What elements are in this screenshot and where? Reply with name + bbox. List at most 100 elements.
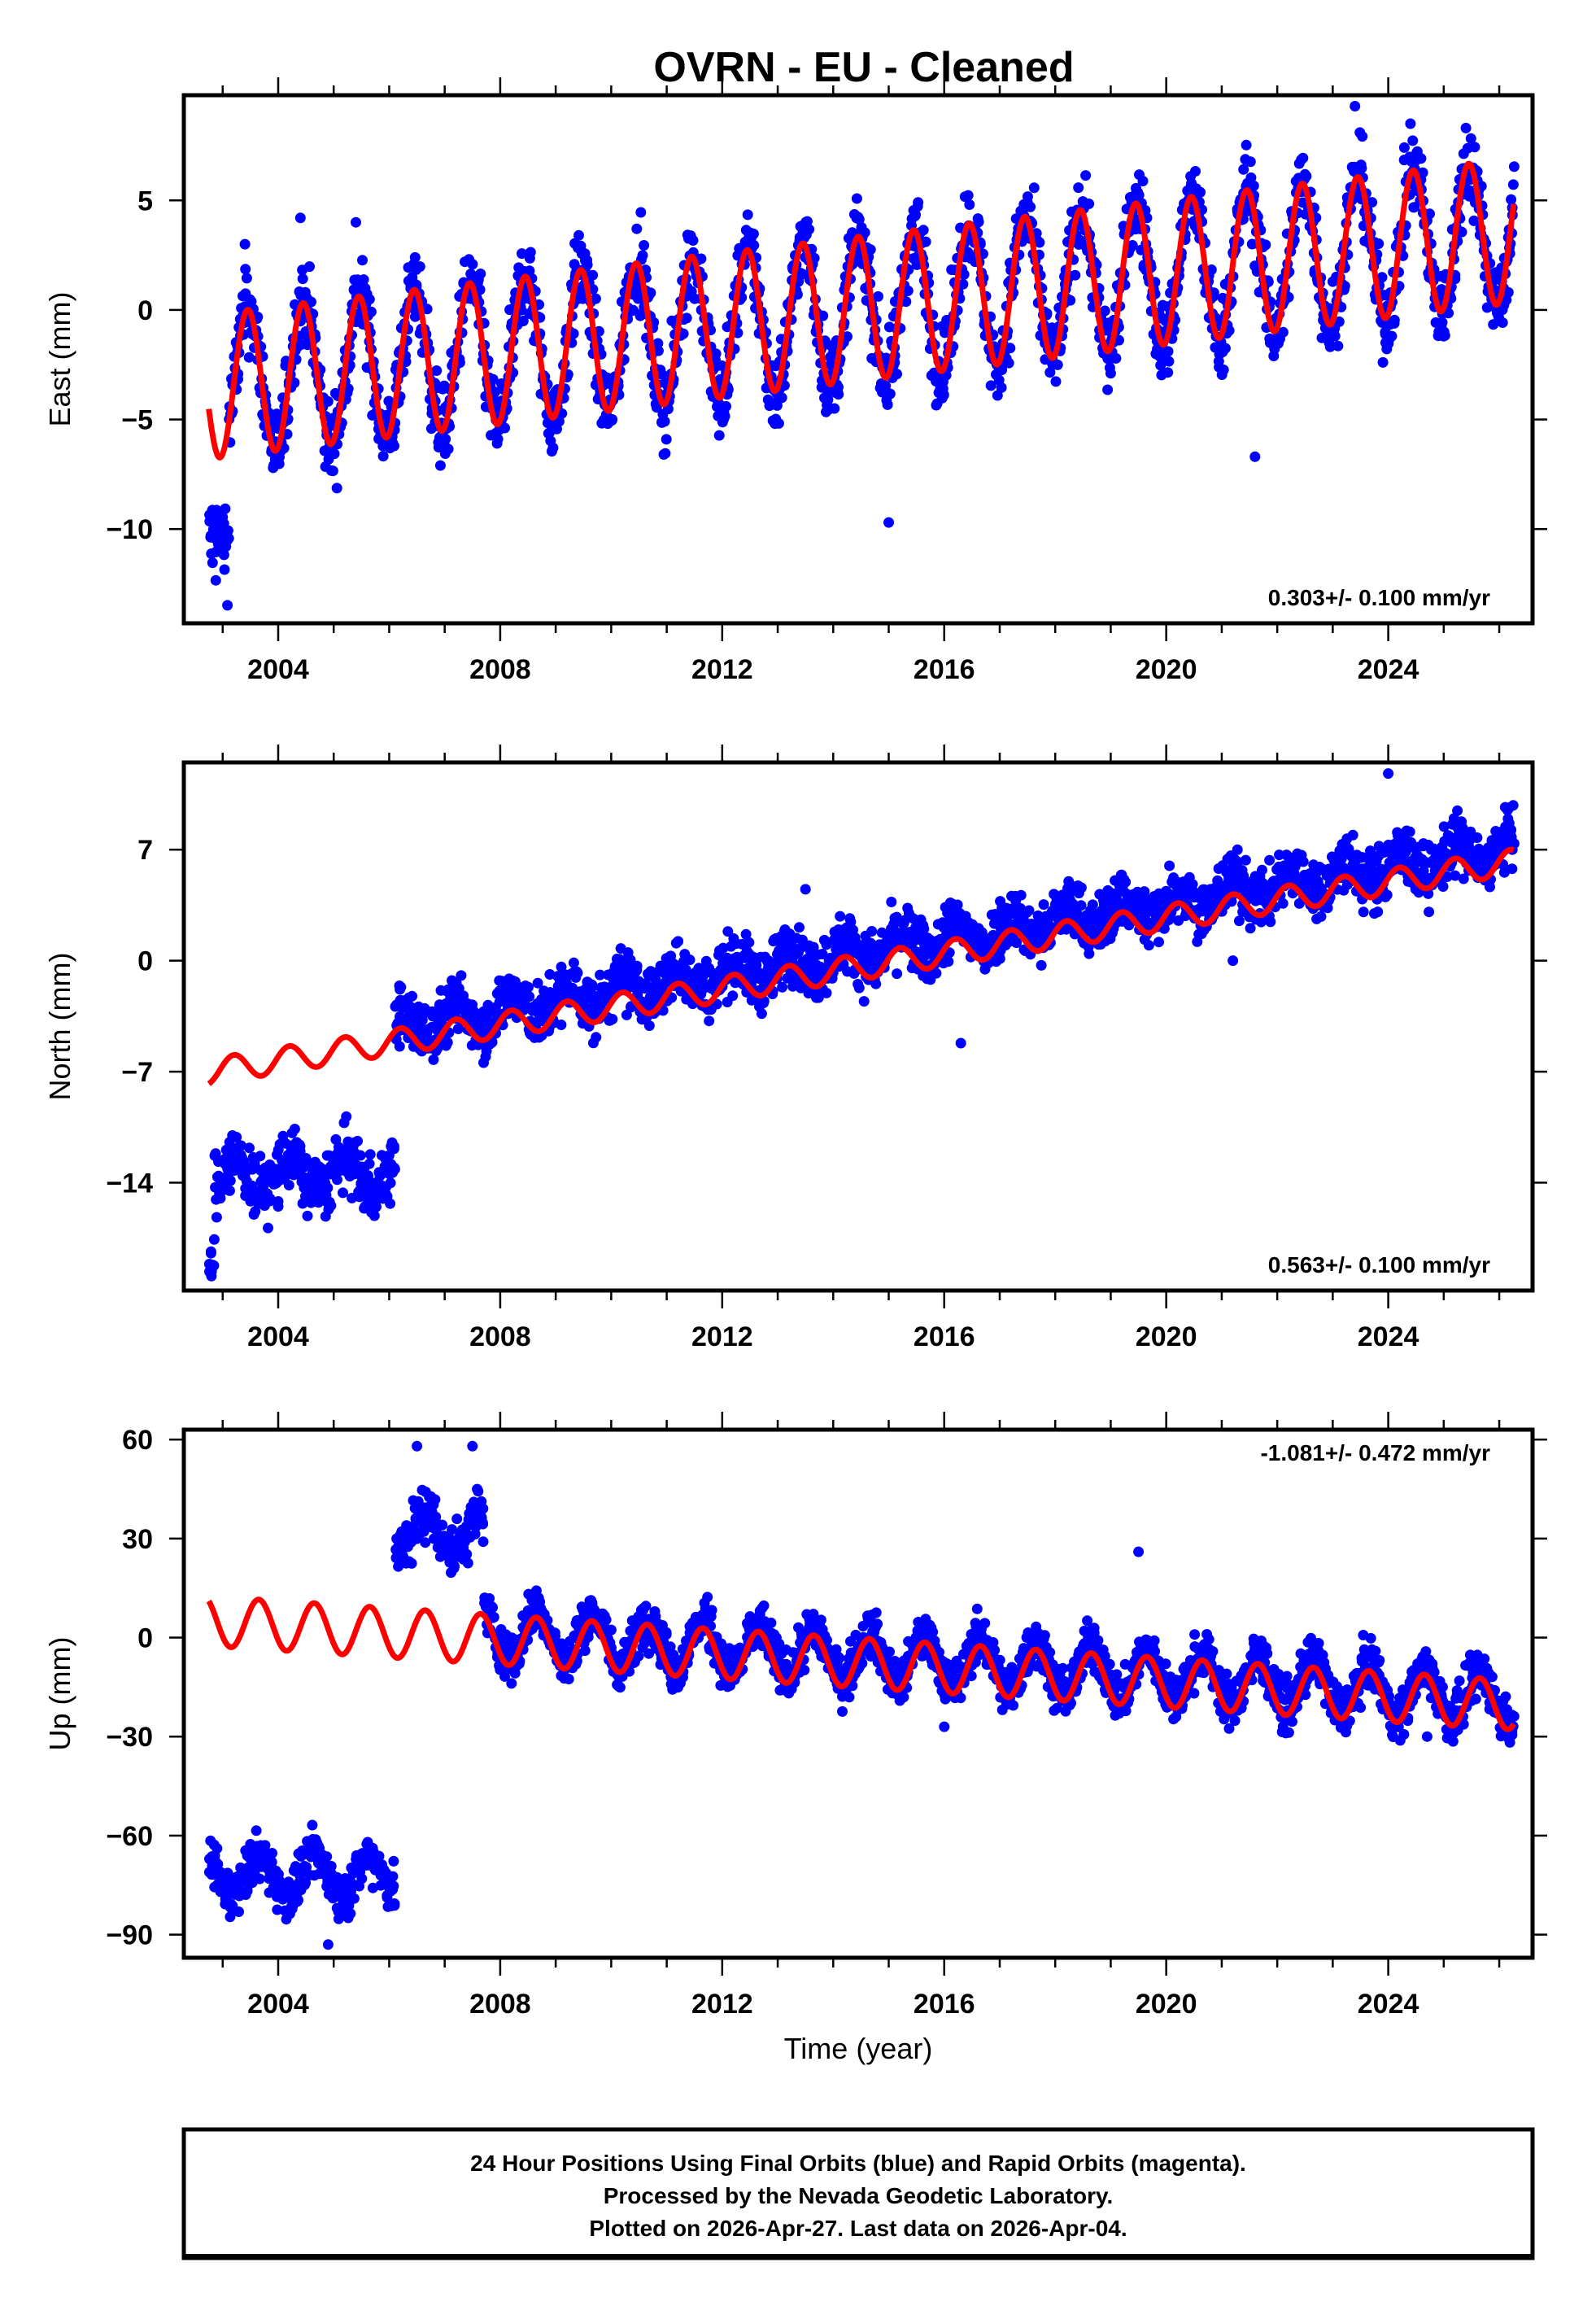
observation-point	[1265, 916, 1276, 928]
observation-point	[1332, 340, 1344, 352]
observation-point	[389, 440, 399, 452]
plot-frame	[181, 760, 1535, 1293]
observation-point	[273, 458, 285, 469]
x-tick-label: 2004	[247, 1321, 309, 1352]
observation-point	[443, 443, 454, 455]
observation-point	[1257, 864, 1267, 876]
observation-point	[822, 394, 834, 405]
north-y-axis-label: North (mm)	[43, 953, 76, 1101]
observation-point	[1164, 860, 1175, 871]
observation-point	[568, 957, 579, 968]
observation-point	[1248, 180, 1259, 191]
observation-point	[1405, 118, 1416, 129]
observation-point	[223, 533, 234, 544]
observation-point	[866, 926, 878, 937]
observation-point	[1241, 139, 1252, 151]
observation-point	[1356, 163, 1367, 174]
observation-point	[294, 212, 306, 224]
observation-point	[322, 395, 334, 407]
observation-point	[1073, 182, 1084, 194]
observation-point	[1120, 876, 1132, 888]
observation-point	[1452, 805, 1463, 816]
observation-point	[222, 600, 233, 611]
observation-point	[414, 261, 425, 273]
observation-point	[487, 373, 499, 385]
observation-point	[821, 987, 832, 998]
observation-point	[1357, 131, 1368, 142]
observation-point	[389, 1164, 400, 1175]
observation-point	[955, 1037, 966, 1049]
x-tick-label: 2016	[914, 1321, 975, 1352]
observation-point	[267, 1848, 277, 1858]
observation-point	[1507, 863, 1518, 875]
observation-point	[992, 390, 1003, 401]
observation-point	[1153, 937, 1164, 948]
observation-point	[1038, 899, 1049, 911]
observation-point	[431, 365, 443, 376]
observation-point	[1023, 905, 1035, 916]
observation-point	[1398, 142, 1410, 153]
observation-point	[1238, 164, 1249, 175]
observation-point	[652, 345, 664, 356]
observation-point	[306, 296, 316, 308]
observation-point	[742, 209, 753, 221]
up-observations	[203, 1440, 1520, 1950]
observation-point	[1070, 269, 1081, 281]
observation-point	[1472, 832, 1483, 843]
observation-point	[440, 434, 451, 445]
observation-point	[329, 448, 340, 460]
observation-point	[352, 1135, 363, 1146]
observation-point	[607, 414, 618, 425]
observation-point	[211, 1843, 223, 1854]
north-rate-label: 0.563+/- 0.100 mm/yr	[1268, 1252, 1490, 1277]
observation-point	[364, 1149, 376, 1160]
observation-point	[222, 525, 233, 536]
observation-point	[996, 382, 1007, 393]
observation-point	[263, 1222, 273, 1234]
observation-point	[1028, 182, 1040, 194]
observation-point	[385, 1198, 396, 1209]
observation-point	[220, 503, 231, 514]
observation-point	[224, 1185, 235, 1196]
observation-point	[395, 994, 406, 1006]
observation-point	[1137, 176, 1149, 186]
observation-point	[660, 448, 671, 459]
observation-point	[1469, 142, 1480, 153]
observation-point	[880, 380, 892, 391]
observation-point	[1195, 186, 1206, 198]
observation-point	[525, 247, 536, 258]
observation-point	[1383, 768, 1394, 780]
observation-point	[1102, 384, 1114, 395]
observation-point	[1075, 900, 1087, 911]
observation-point	[1084, 948, 1095, 959]
observation-point	[357, 255, 368, 266]
observation-point	[1372, 906, 1384, 918]
observation-point	[322, 1182, 334, 1194]
observation-point	[1110, 352, 1122, 364]
x-tick-label: 2012	[691, 654, 753, 685]
observation-point	[421, 304, 433, 315]
observation-point	[1505, 828, 1516, 840]
observation-point	[673, 936, 684, 947]
observation-point	[1050, 376, 1062, 387]
observation-point	[801, 216, 813, 227]
observation-point	[1080, 170, 1092, 181]
observation-point	[591, 1032, 602, 1043]
observation-point	[499, 422, 510, 434]
observation-point	[331, 483, 342, 494]
observation-point	[704, 1015, 715, 1027]
observation-point	[517, 316, 529, 326]
observation-point	[304, 261, 315, 273]
observation-point	[1015, 889, 1027, 901]
observation-point	[853, 982, 865, 994]
observation-point	[377, 451, 389, 462]
observation-point	[364, 1158, 375, 1169]
observation-point	[1437, 317, 1448, 328]
observation-point	[251, 1825, 262, 1837]
x-tick-label: 2008	[469, 654, 531, 685]
observation-point	[882, 399, 893, 410]
observation-point	[1507, 179, 1519, 190]
